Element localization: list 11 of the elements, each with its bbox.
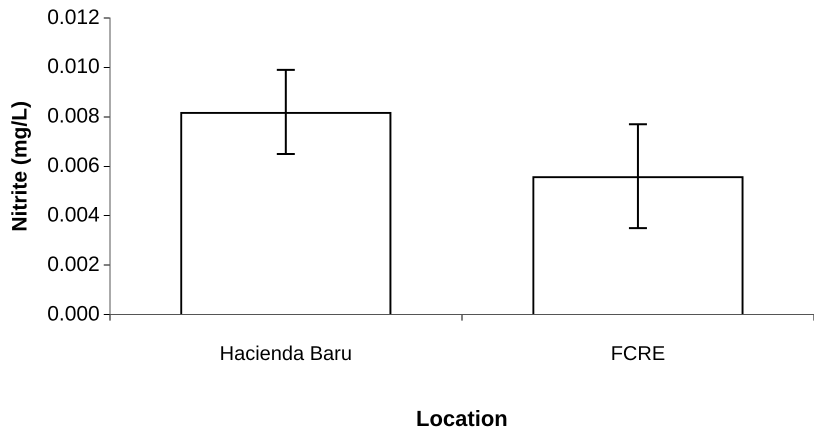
- y-tick-label: 0.004: [47, 204, 100, 227]
- y-tick-label: 0.002: [47, 252, 100, 276]
- y-tick-label: 0.006: [47, 154, 100, 178]
- y-tick-label: 0.010: [47, 55, 100, 78]
- y-tick-label: 0.000: [47, 302, 100, 326]
- x-tick-label: Hacienda Baru: [220, 343, 352, 366]
- y-tick-label: 0.012: [47, 6, 100, 29]
- x-axis-title: Location: [416, 406, 508, 431]
- x-tick-label: FCRE: [610, 343, 666, 366]
- y-axis-title: Nitrite (mg/L): [8, 100, 32, 232]
- y-tick-label: 0.008: [47, 104, 100, 128]
